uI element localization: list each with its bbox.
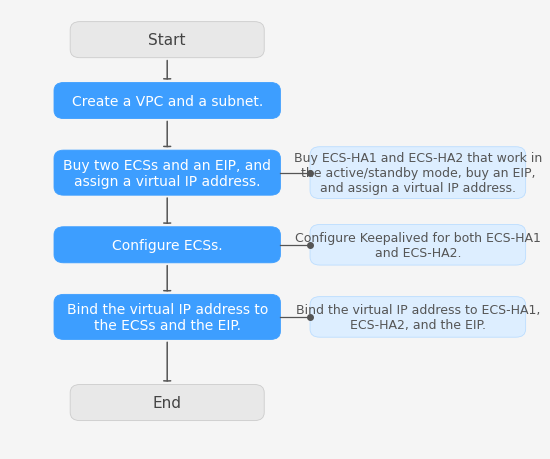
Text: Buy two ECSs and an EIP, and
assign a virtual IP address.: Buy two ECSs and an EIP, and assign a vi… (63, 158, 271, 188)
FancyBboxPatch shape (310, 147, 526, 199)
Text: Create a VPC and a subnet.: Create a VPC and a subnet. (72, 94, 263, 108)
FancyBboxPatch shape (54, 227, 280, 263)
FancyBboxPatch shape (70, 22, 264, 59)
FancyBboxPatch shape (70, 385, 264, 420)
FancyBboxPatch shape (310, 225, 526, 265)
Text: Configure Keepalived for both ECS-HA1
and ECS-HA2.: Configure Keepalived for both ECS-HA1 an… (295, 231, 541, 259)
Text: Bind the virtual IP address to ECS-HA1,
ECS-HA2, and the EIP.: Bind the virtual IP address to ECS-HA1, … (296, 303, 540, 331)
FancyBboxPatch shape (54, 84, 280, 119)
FancyBboxPatch shape (54, 151, 280, 196)
Text: Buy ECS-HA1 and ECS-HA2 that work in
the active/standby mode, buy an EIP,
and as: Buy ECS-HA1 and ECS-HA2 that work in the… (294, 152, 542, 195)
Text: Bind the virtual IP address to
the ECSs and the EIP.: Bind the virtual IP address to the ECSs … (67, 302, 268, 332)
FancyBboxPatch shape (310, 297, 526, 337)
Text: Configure ECSs.: Configure ECSs. (112, 238, 223, 252)
Text: Start: Start (148, 33, 186, 48)
Text: End: End (153, 395, 182, 410)
FancyBboxPatch shape (54, 295, 280, 340)
